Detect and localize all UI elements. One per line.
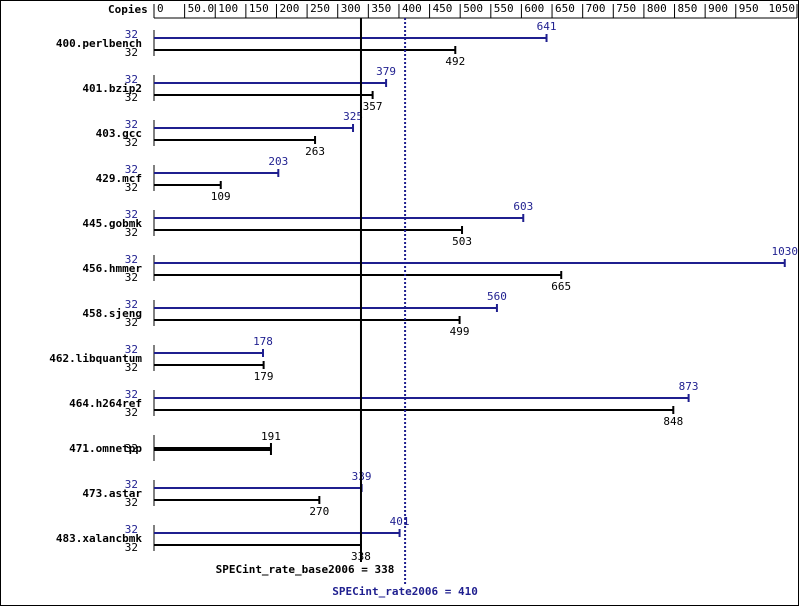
base-value-label: 665 <box>551 280 571 293</box>
base-value-label: 263 <box>305 145 325 158</box>
base-copies: 32 <box>125 316 138 329</box>
peak-copies: 32 <box>125 28 138 41</box>
benchmark-label: 401.bzip2 <box>82 82 142 95</box>
base-value-label: 499 <box>450 325 470 338</box>
x-tick-label: 1050 <box>769 2 796 15</box>
peak-copies: 32 <box>125 388 138 401</box>
peak-copies: 32 <box>125 208 138 221</box>
benchmark-label: 473.astar <box>82 487 142 500</box>
base-copies: 32 <box>125 442 138 455</box>
base-copies: 32 <box>125 136 138 149</box>
x-tick-label: 200 <box>279 2 299 15</box>
x-tick-label: 100 <box>218 2 238 15</box>
benchmark-label: 400.perlbench <box>56 37 142 50</box>
base-value-label: 848 <box>663 415 683 428</box>
benchmark-label: 403.gcc <box>96 127 142 140</box>
benchmark-label: 471.omnetpp <box>69 442 142 455</box>
peak-copies: 32 <box>125 118 138 131</box>
peak-copies: 32 <box>125 298 138 311</box>
copies-header: Copies <box>108 3 148 16</box>
x-tick-label: 300 <box>341 2 361 15</box>
x-tick-label: 700 <box>586 2 606 15</box>
benchmark-label: 464.h264ref <box>69 397 142 410</box>
base-copies: 32 <box>125 181 138 194</box>
x-tick-label: 750 <box>616 2 636 15</box>
base-copies: 32 <box>125 541 138 554</box>
base-copies: 32 <box>125 496 138 509</box>
x-tick-label: 550 <box>494 2 514 15</box>
base-value-label: 503 <box>452 235 472 248</box>
peak-value-label: 178 <box>253 335 273 348</box>
base-ref-label: SPECint_rate_base2006 = 338 <box>216 563 395 576</box>
peak-copies: 32 <box>125 523 138 536</box>
base-value-label: 270 <box>309 505 329 518</box>
peak-value-label: 560 <box>487 290 507 303</box>
x-tick-label: 950 <box>739 2 759 15</box>
peak-value-label: 873 <box>679 380 699 393</box>
x-tick-label: 250 <box>310 2 330 15</box>
x-tick-label: 850 <box>678 2 698 15</box>
x-tick-label: 50.0 <box>188 2 215 15</box>
peak-copies: 32 <box>125 478 138 491</box>
x-tick-label: 150 <box>249 2 269 15</box>
x-tick-label: 350 <box>371 2 391 15</box>
x-tick-label: 650 <box>555 2 575 15</box>
peak-copies: 32 <box>125 73 138 86</box>
peak-ref-label: SPECint_rate2006 = 410 <box>332 585 478 598</box>
x-tick-label: 800 <box>647 2 667 15</box>
base-value-label: 492 <box>445 55 465 68</box>
base-copies: 32 <box>125 46 138 59</box>
peak-value-label: 325 <box>343 110 363 123</box>
base-copies: 32 <box>125 361 138 374</box>
peak-value-label: 1030 <box>772 245 799 258</box>
peak-copies: 32 <box>125 163 138 176</box>
base-copies: 32 <box>125 271 138 284</box>
x-tick-label: 450 <box>433 2 453 15</box>
peak-value-label: 203 <box>268 155 288 168</box>
benchmark-label: 456.hmmer <box>82 262 142 275</box>
x-tick-label: 400 <box>402 2 422 15</box>
peak-copies: 32 <box>125 343 138 356</box>
base-copies: 32 <box>125 91 138 104</box>
x-tick-label: 0 <box>157 2 164 15</box>
peak-value-label: 401 <box>390 515 410 528</box>
base-value-label: 357 <box>363 100 383 113</box>
base-value-label: 109 <box>211 190 231 203</box>
x-tick-label: 500 <box>463 2 483 15</box>
base-value-label: 179 <box>254 370 274 383</box>
base-value-label: 191 <box>261 430 281 443</box>
peak-value-label: 603 <box>513 200 533 213</box>
benchmark-label: 429.mcf <box>96 172 142 185</box>
benchmark-label: 462.libquantum <box>49 352 142 365</box>
benchmark-label: 483.xalancbmk <box>56 532 142 545</box>
peak-value-label: 379 <box>376 65 396 78</box>
peak-value-label: 641 <box>537 20 557 33</box>
peak-copies: 32 <box>125 253 138 266</box>
base-copies: 32 <box>125 406 138 419</box>
x-tick-label: 600 <box>524 2 544 15</box>
benchmark-label: 445.gobmk <box>82 217 142 230</box>
x-tick-label: 900 <box>708 2 728 15</box>
benchmark-label: 458.sjeng <box>82 307 142 320</box>
base-copies: 32 <box>125 226 138 239</box>
